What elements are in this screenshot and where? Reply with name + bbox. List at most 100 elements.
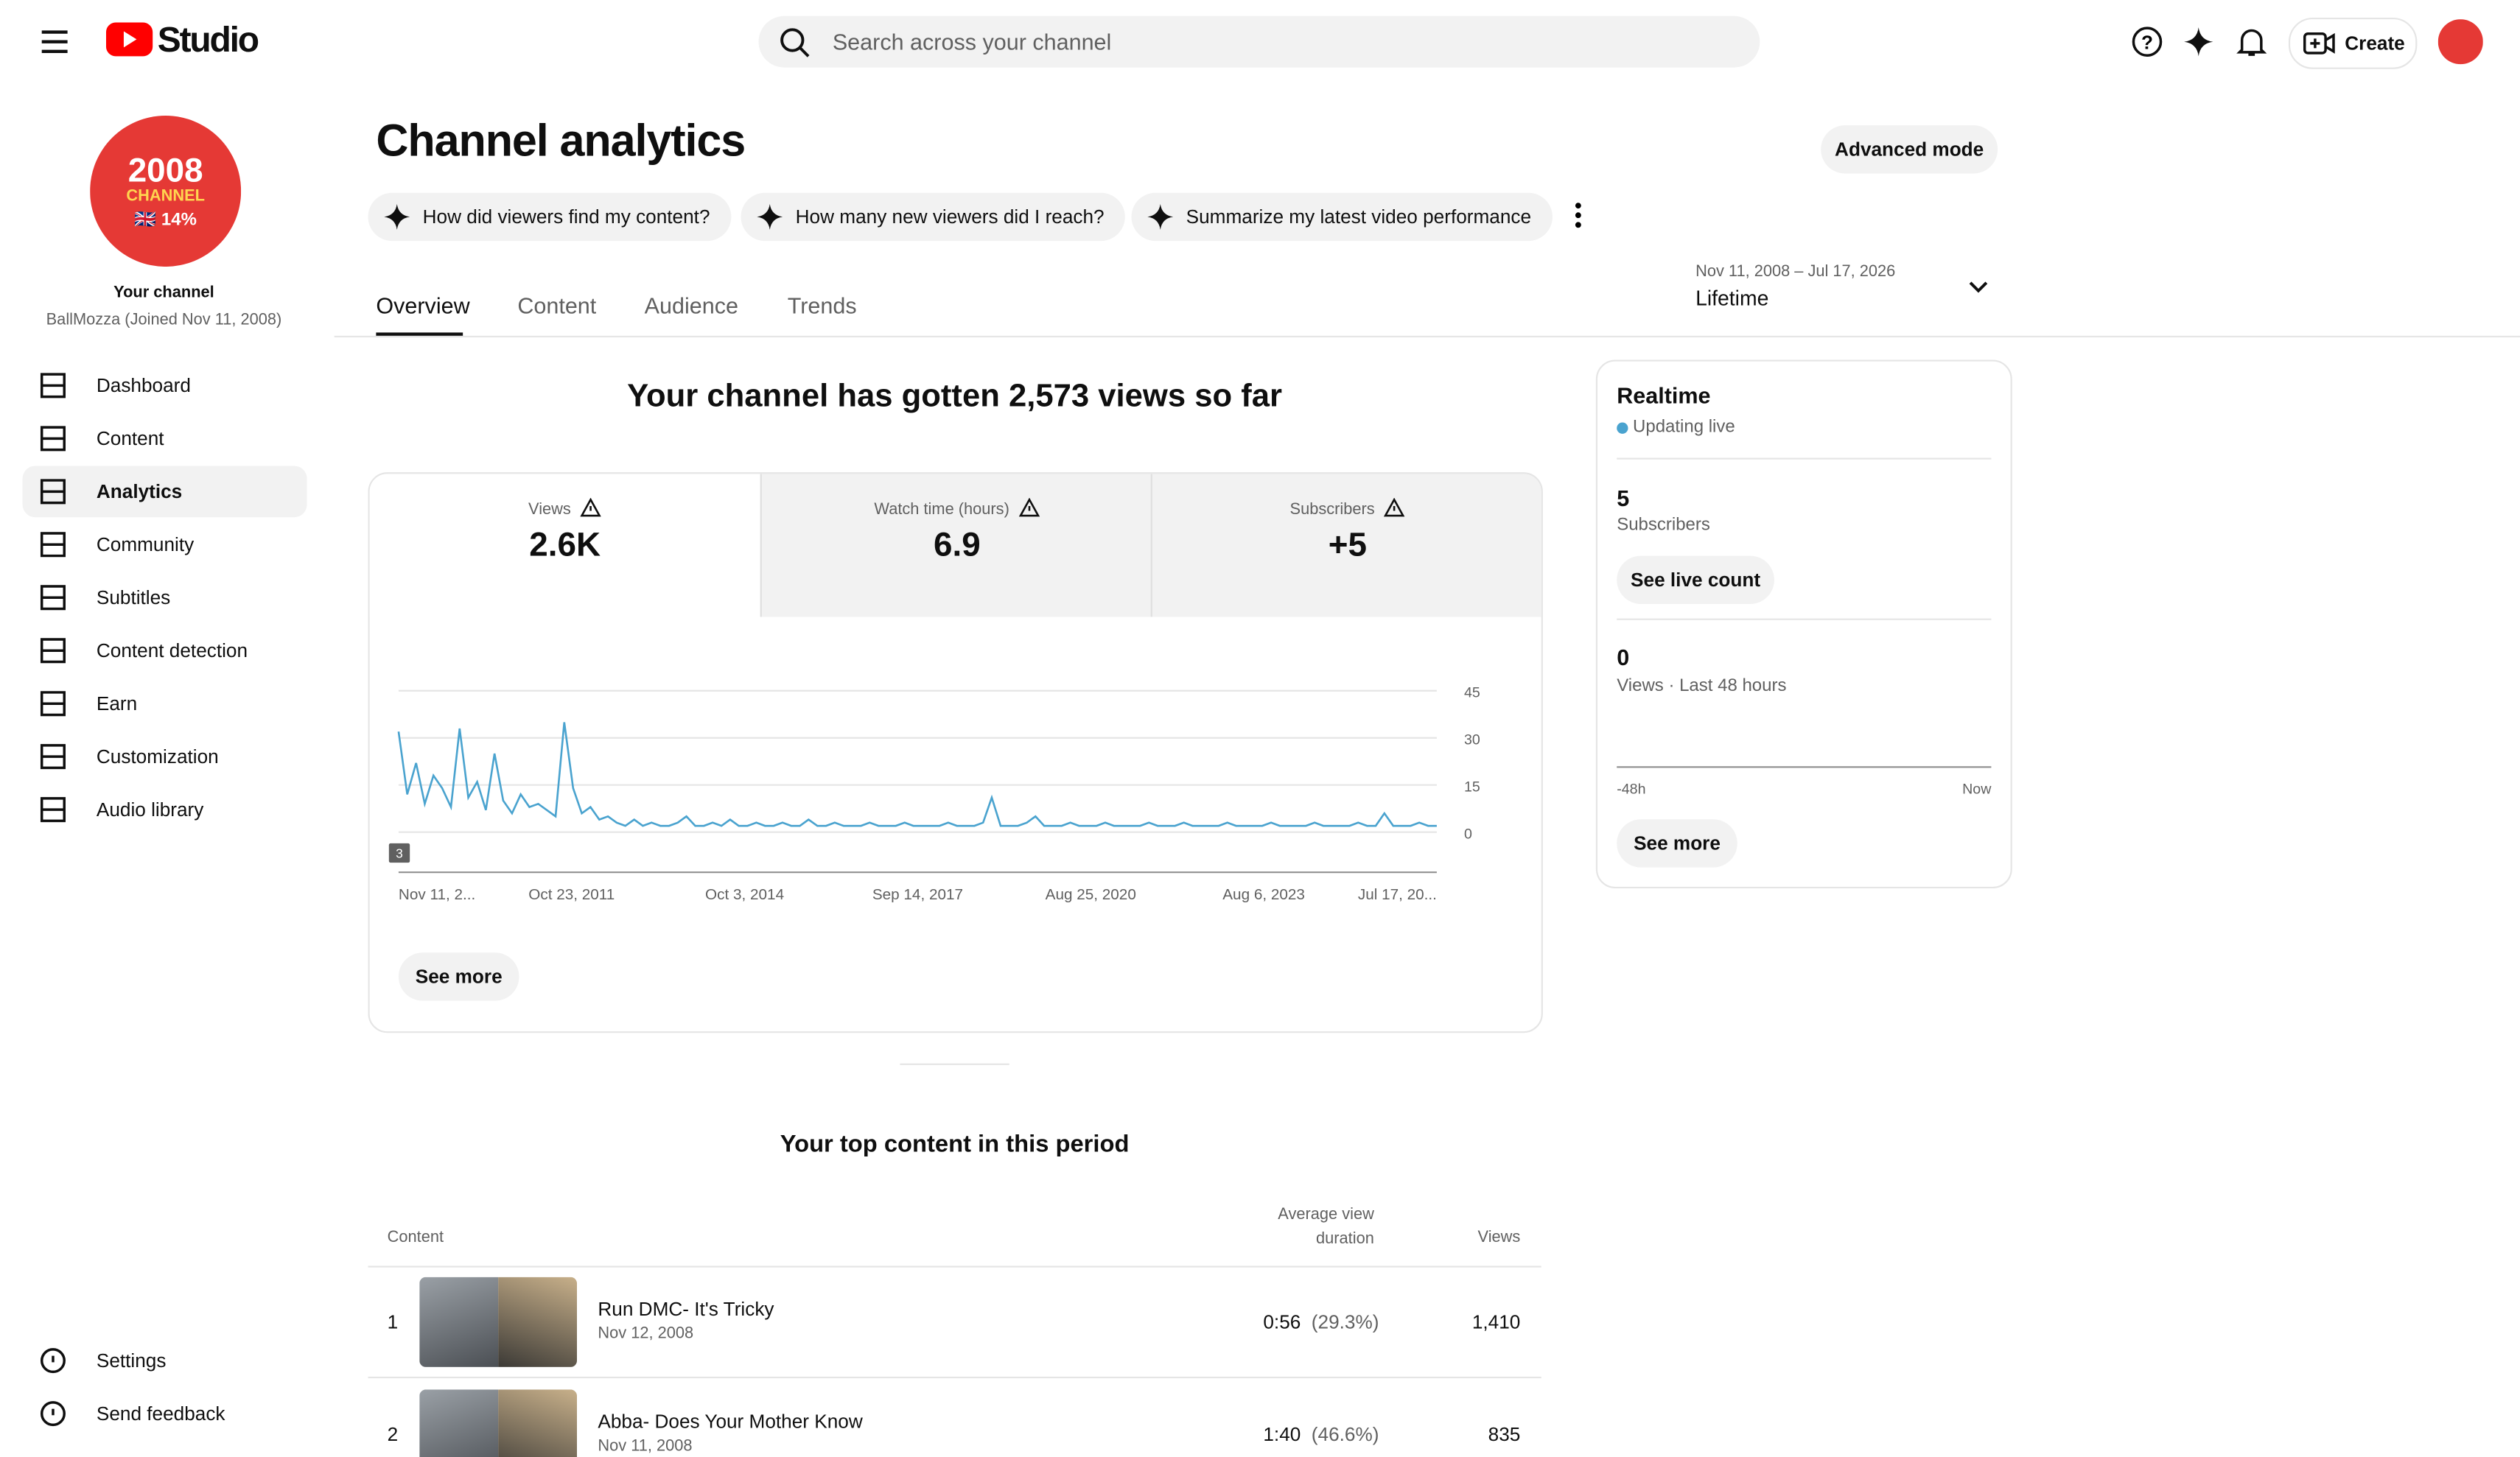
prompt-chip[interactable]: How did viewers find my content?: [368, 192, 731, 242]
ai-icon[interactable]: [2183, 26, 2215, 58]
realtime-title: Realtime: [1617, 382, 1711, 408]
nav-item[interactable]: Settings: [23, 1335, 307, 1386]
video-title[interactable]: Run DMC- It's Tricky: [598, 1298, 774, 1321]
icon: [40, 691, 66, 717]
views-count: 0: [1617, 644, 1630, 670]
advanced-mode-button[interactable]: Advanced mode: [1821, 125, 1998, 174]
channel-avatar[interactable]: 2008 CHANNEL 🇬🇧 14%: [90, 116, 242, 267]
icon: [40, 479, 66, 505]
tab-indicator: [376, 332, 463, 337]
icon-shape: [1018, 497, 1040, 517]
x-tick-label: Sep 14, 2017: [872, 886, 963, 903]
thumb-frame: [498, 1277, 578, 1367]
live-dot: [1617, 421, 1628, 433]
date-range[interactable]: Nov 11, 2008 – Jul 17, 2026: [1695, 263, 1896, 281]
account-avatar[interactable]: [2437, 19, 2483, 65]
divider: [900, 1063, 1009, 1065]
menu-icon[interactable]: [41, 27, 69, 56]
live-count-button[interactable]: See live count: [1617, 555, 1774, 604]
tab[interactable]: Content: [517, 292, 597, 318]
x-tick-label: Aug 6, 2023: [1222, 886, 1305, 903]
create-button[interactable]: Create: [2288, 17, 2418, 69]
see-more-button[interactable]: See more: [1617, 819, 1737, 868]
date-dropdown-icon[interactable]: [1967, 279, 1990, 295]
nav-item[interactable]: Content detection: [23, 625, 307, 676]
warning-icon: [580, 497, 602, 517]
brand[interactable]: Studio: [157, 19, 259, 60]
metric-value: 2.6K: [529, 527, 601, 564]
icon-shape: [40, 638, 66, 664]
views-line: [397, 722, 1437, 827]
metric-label: Views: [370, 497, 760, 519]
channel-subtitle: BallMozza (Joined Nov 11, 2008): [46, 312, 282, 330]
tab[interactable]: Audience: [644, 292, 738, 318]
tab[interactable]: Trends: [787, 292, 857, 318]
ai-icon: [1147, 203, 1174, 230]
overview-card: Views 2.6K Watch time (hours) 6.9 Subscriber…: [368, 472, 1543, 1033]
create-icon: [2303, 32, 2335, 55]
channel-title: Your channel: [113, 284, 214, 302]
notifications-icon[interactable]: [2236, 26, 2268, 58]
x-tick-label: Oct 23, 2011: [528, 886, 615, 903]
nav-label: Dashboard: [96, 374, 191, 397]
metric-tab[interactable]: Views 2.6K: [369, 474, 760, 617]
tab[interactable]: Overview: [376, 292, 470, 318]
metric-label-text: Subscribers: [1289, 501, 1375, 519]
nav-item[interactable]: Earn: [23, 678, 307, 729]
see-more-button[interactable]: See more: [398, 952, 519, 1001]
metric-value: 6.9: [933, 527, 981, 564]
divider: [1617, 618, 1992, 620]
marker-label[interactable]: 3: [396, 846, 403, 861]
metric-tab[interactable]: Watch time (hours) 6.9: [760, 474, 1152, 617]
icon: [40, 532, 66, 558]
logo-icon[interactable]: [105, 22, 154, 58]
nav-item[interactable]: Content: [23, 412, 307, 464]
warning-icon: [1384, 497, 1406, 517]
icon: [41, 1401, 66, 1427]
duration-percent: (46.6%): [1311, 1423, 1379, 1446]
icon-shape: [40, 373, 66, 399]
icon-shape: [40, 479, 66, 505]
ai-icon: [384, 203, 410, 230]
nav-item[interactable]: Analytics: [22, 466, 307, 518]
status-text: Updating live: [1633, 418, 1735, 438]
thumbnail[interactable]: [419, 1277, 578, 1367]
ai-icon: [757, 203, 783, 230]
video-title[interactable]: Abba- Does Your Mother Know: [598, 1410, 863, 1433]
marker-badge[interactable]: [388, 843, 410, 863]
date-label[interactable]: Lifetime: [1695, 286, 1769, 310]
nav-label: Send feedback: [96, 1402, 225, 1425]
x-tick-label: Nov 11, 2...: [399, 886, 475, 903]
nav-item[interactable]: Subtitles: [23, 572, 307, 623]
video-date: Nov 12, 2008: [598, 1325, 694, 1344]
nav-item[interactable]: Customization: [23, 731, 307, 782]
nav-item[interactable]: Dashboard: [23, 360, 307, 412]
icon-shape: [580, 497, 602, 517]
search-icon: [780, 28, 810, 57]
divider: [368, 1265, 1541, 1268]
icon-shape: [40, 744, 66, 770]
x-tick-label: Aug 25, 2020: [1046, 886, 1136, 903]
nav-item[interactable]: Audio library: [23, 784, 307, 835]
metric-label: Watch time (hours): [762, 497, 1152, 519]
rank: 1: [387, 1310, 399, 1334]
metric-tab[interactable]: Subscribers +5: [1150, 474, 1541, 617]
prompt-chip[interactable]: Summarize my latest video performance: [1131, 192, 1553, 242]
more-icon[interactable]: [1572, 201, 1584, 230]
nav-item[interactable]: Send feedback: [23, 1388, 307, 1439]
search-box[interactable]: Search across your channel: [758, 15, 1760, 68]
views: 835: [1488, 1423, 1521, 1446]
help-icon[interactable]: ?: [2131, 26, 2163, 58]
nav-label: Community: [96, 533, 195, 556]
headline: Your channel has gotten 2,573 views so f…: [627, 379, 1283, 415]
nav-label: Earn: [96, 692, 138, 715]
thumb-frame: [419, 1389, 499, 1457]
nav-label: Customization: [96, 745, 219, 768]
metric-label-text: Views: [528, 501, 571, 519]
nav-item[interactable]: Community: [23, 519, 307, 570]
prompt-chip[interactable]: How many new viewers did I reach?: [741, 192, 1125, 242]
search-placeholder: Search across your channel: [832, 29, 1112, 55]
thumbnail[interactable]: [419, 1389, 578, 1457]
